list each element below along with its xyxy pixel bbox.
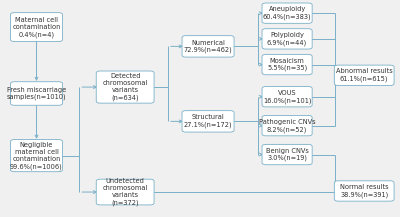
FancyBboxPatch shape (10, 82, 62, 105)
Text: Polyploidy
6.9%(n=44): Polyploidy 6.9%(n=44) (267, 32, 307, 46)
FancyBboxPatch shape (334, 181, 394, 201)
FancyBboxPatch shape (334, 65, 394, 85)
Text: Maternal cell
contamination
0.4%(n=4): Maternal cell contamination 0.4%(n=4) (12, 16, 61, 38)
FancyBboxPatch shape (262, 29, 312, 49)
Text: Negligible
maternal cell
contamination
99.6%(n=1006): Negligible maternal cell contamination 9… (10, 141, 63, 170)
Text: Pathogenic CNVs
8.2%(n=52): Pathogenic CNVs 8.2%(n=52) (259, 119, 315, 133)
FancyBboxPatch shape (182, 36, 234, 57)
FancyBboxPatch shape (262, 144, 312, 165)
Text: Mosaicism
5.5%(n=35): Mosaicism 5.5%(n=35) (267, 58, 307, 71)
FancyBboxPatch shape (262, 3, 312, 23)
Text: VOUS
16.0%(n=101): VOUS 16.0%(n=101) (263, 90, 311, 104)
FancyBboxPatch shape (10, 140, 62, 172)
FancyBboxPatch shape (262, 54, 312, 75)
FancyBboxPatch shape (96, 179, 154, 205)
Text: Numerical
72.9%(n=462): Numerical 72.9%(n=462) (184, 39, 232, 53)
FancyBboxPatch shape (182, 111, 234, 132)
Text: Fresh miscarriage
samples(n=1010): Fresh miscarriage samples(n=1010) (7, 87, 66, 100)
FancyBboxPatch shape (96, 71, 154, 103)
FancyBboxPatch shape (10, 13, 62, 42)
Text: Detected
chromosomal
variants
(n=634): Detected chromosomal variants (n=634) (102, 73, 148, 101)
Text: Aneuploidy
60.4%(n=383): Aneuploidy 60.4%(n=383) (263, 6, 311, 20)
Text: Abnormal results
61.1%(n=615): Abnormal results 61.1%(n=615) (336, 68, 392, 82)
Text: Structural
27.1%(n=172): Structural 27.1%(n=172) (184, 115, 232, 128)
FancyBboxPatch shape (262, 115, 312, 136)
Text: Undetected
chromosomal
variants
(n=372): Undetected chromosomal variants (n=372) (102, 178, 148, 206)
Text: Benign CNVs
3.0%(n=19): Benign CNVs 3.0%(n=19) (266, 148, 308, 161)
FancyBboxPatch shape (262, 87, 312, 107)
Text: Normal results
38.9%(n=391): Normal results 38.9%(n=391) (340, 184, 388, 198)
